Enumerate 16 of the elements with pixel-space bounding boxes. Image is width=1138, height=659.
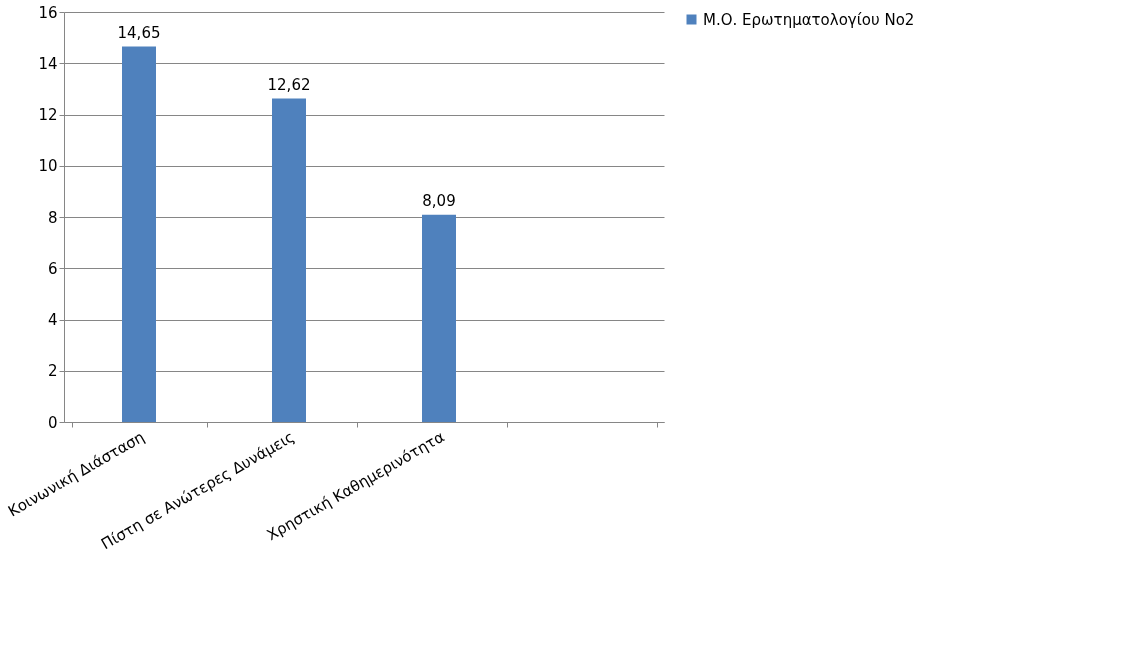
data-label: 14,65 — [117, 23, 161, 42]
data-label: 8,09 — [422, 191, 456, 210]
y-tick-label: 12 — [38, 106, 58, 124]
y-tick-label: 4 — [47, 311, 58, 329]
y-tick-label: 0 — [47, 413, 58, 432]
y-tick-label: 10 — [38, 157, 58, 176]
y-tick-label: 14 — [38, 54, 58, 73]
bar — [122, 46, 156, 422]
y-tick-label: 6 — [47, 259, 58, 278]
legend-label: Μ.Ο. Ερωτηματολογίου Νο2 — [703, 10, 915, 29]
bar — [422, 214, 456, 422]
data-label: 12,62 — [267, 75, 311, 94]
y-tick-label: 16 — [38, 3, 58, 22]
y-tick-label: 8 — [47, 208, 58, 227]
bar — [272, 98, 306, 422]
y-tick-label: 2 — [47, 362, 58, 381]
